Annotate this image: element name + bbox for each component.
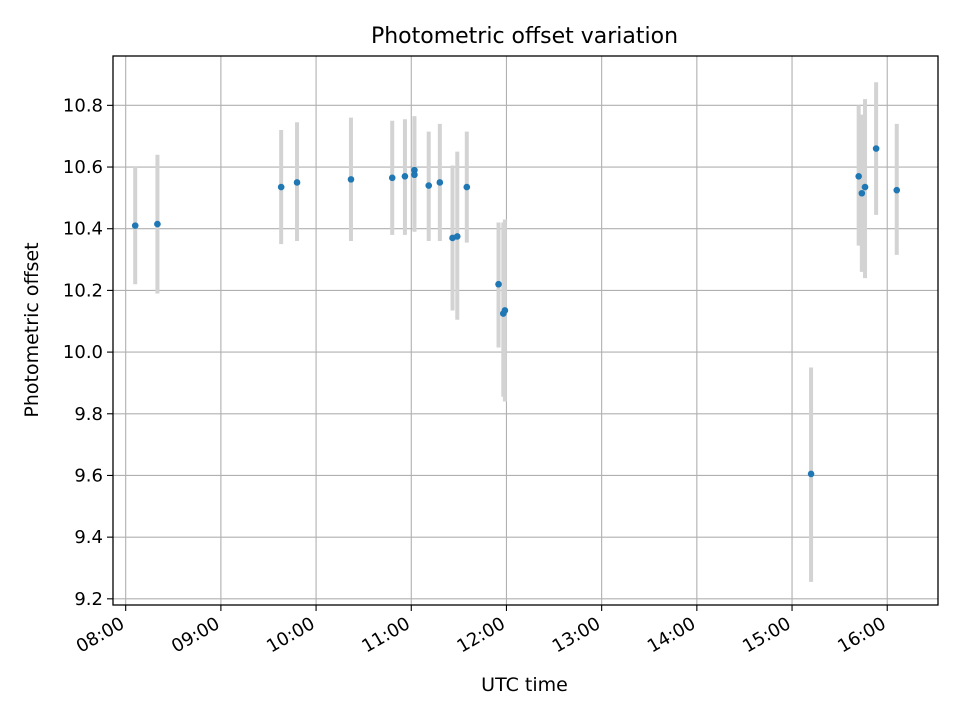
x-tick-label: 16:00 xyxy=(834,613,889,657)
y-tick-label: 10.6 xyxy=(63,157,103,178)
y-tick-label: 10.8 xyxy=(63,95,103,116)
y-tick-label: 10.2 xyxy=(63,280,103,301)
data-point xyxy=(872,145,880,152)
y-axis-label: Photometric offset xyxy=(21,242,43,417)
x-tick-label: 12:00 xyxy=(454,613,509,657)
x-axis-ticks: 08:00 09:00 10:00 11:00 12:00 13:00 14:00 15:00… xyxy=(73,605,890,657)
data-point xyxy=(401,172,409,180)
y-tick-label: 9.6 xyxy=(74,465,103,486)
data-point xyxy=(293,179,301,186)
plot-area xyxy=(113,56,938,605)
data-point xyxy=(131,222,139,229)
plot-frame xyxy=(112,55,939,606)
data-point xyxy=(411,171,418,179)
data-point xyxy=(855,172,862,180)
y-axis-ticks: 9.2 9.4 9.6 9.8 10.0 10.2 10.4 10.6 10.8 xyxy=(63,95,113,610)
data-point xyxy=(463,183,471,191)
data-point xyxy=(861,183,869,191)
data-point xyxy=(453,233,461,240)
y-tick-label: 10.0 xyxy=(63,342,103,363)
data-point xyxy=(893,186,901,194)
x-tick-label: 11:00 xyxy=(358,613,413,657)
y-tick-label: 9.8 xyxy=(74,404,103,425)
data-point xyxy=(495,280,502,288)
data-point xyxy=(436,179,444,186)
data-point xyxy=(425,182,433,189)
chart-title: Photometric offset variation xyxy=(371,24,678,49)
x-tick-label: 09:00 xyxy=(168,613,223,657)
grid-lines xyxy=(113,56,938,605)
data-point xyxy=(388,174,396,182)
x-axis-label: UTC time xyxy=(481,674,568,696)
x-tick-label: 14:00 xyxy=(644,613,699,657)
x-tick-label: 10:00 xyxy=(263,613,318,657)
x-tick-label: 15:00 xyxy=(739,613,794,657)
data-point xyxy=(858,189,866,197)
data-point xyxy=(347,176,355,183)
y-tick-label: 9.2 xyxy=(74,589,103,610)
data-point xyxy=(807,470,815,478)
data-point xyxy=(411,166,418,174)
y-tick-label: 10.4 xyxy=(63,219,103,240)
data-point xyxy=(501,307,509,314)
data-point xyxy=(154,220,161,228)
y-tick-label: 9.4 xyxy=(74,527,103,548)
data-points xyxy=(131,145,901,478)
x-tick-label: 08:00 xyxy=(73,613,128,657)
x-tick-label: 13:00 xyxy=(549,613,604,657)
data-point xyxy=(277,183,285,191)
